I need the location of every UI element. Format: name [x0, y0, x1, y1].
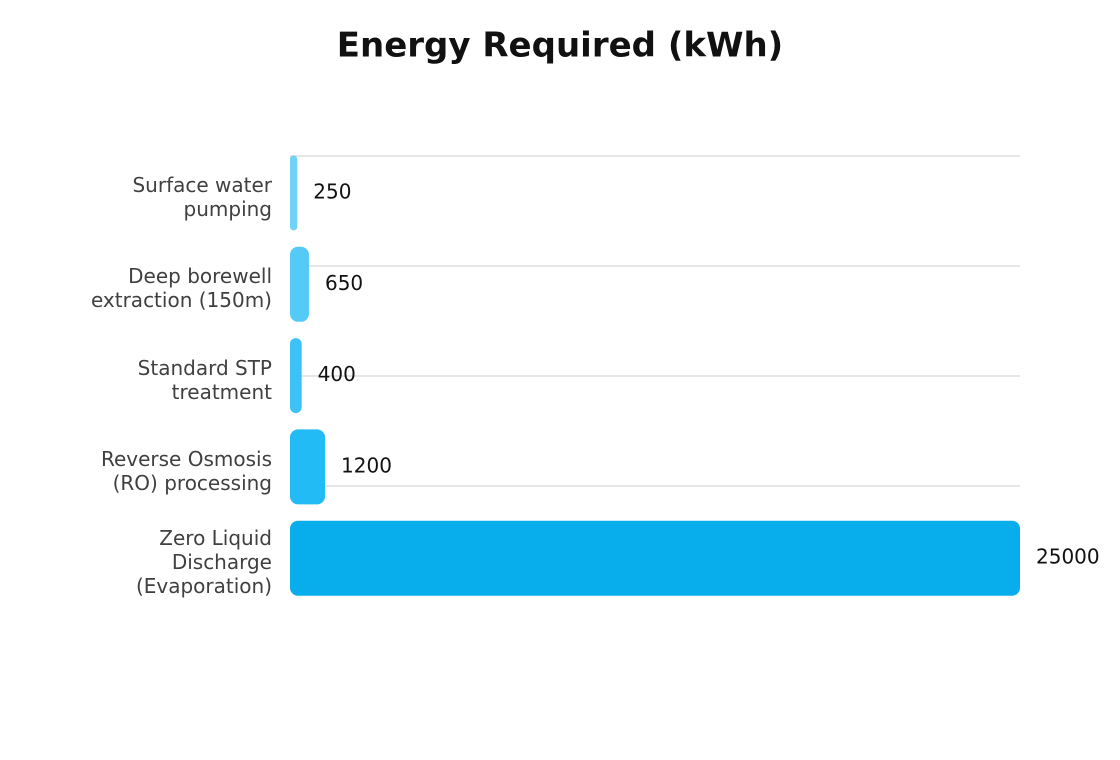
value-label: 1200	[341, 453, 392, 477]
value-label: 400	[318, 362, 356, 386]
category-label: Reverse Osmosis (RO) processing	[100, 446, 272, 495]
value-label: 25000	[1036, 545, 1100, 569]
bar	[290, 520, 1020, 596]
value-label: 650	[325, 271, 363, 295]
bar	[290, 338, 302, 414]
bar	[290, 429, 326, 505]
bar	[290, 155, 298, 231]
category-label: Deep borewell extraction (150m)	[90, 264, 272, 313]
chart-title: Energy Required (kWh)	[337, 26, 783, 66]
decor-lines	[290, 155, 1020, 487]
bar	[290, 246, 309, 322]
category-label: Standard STP treatment	[137, 355, 272, 404]
value-label: 250	[313, 180, 351, 204]
category-label: Zero Liquid Discharge (Evaporation)	[135, 526, 272, 599]
category-label: Surface water pumping	[132, 172, 272, 221]
